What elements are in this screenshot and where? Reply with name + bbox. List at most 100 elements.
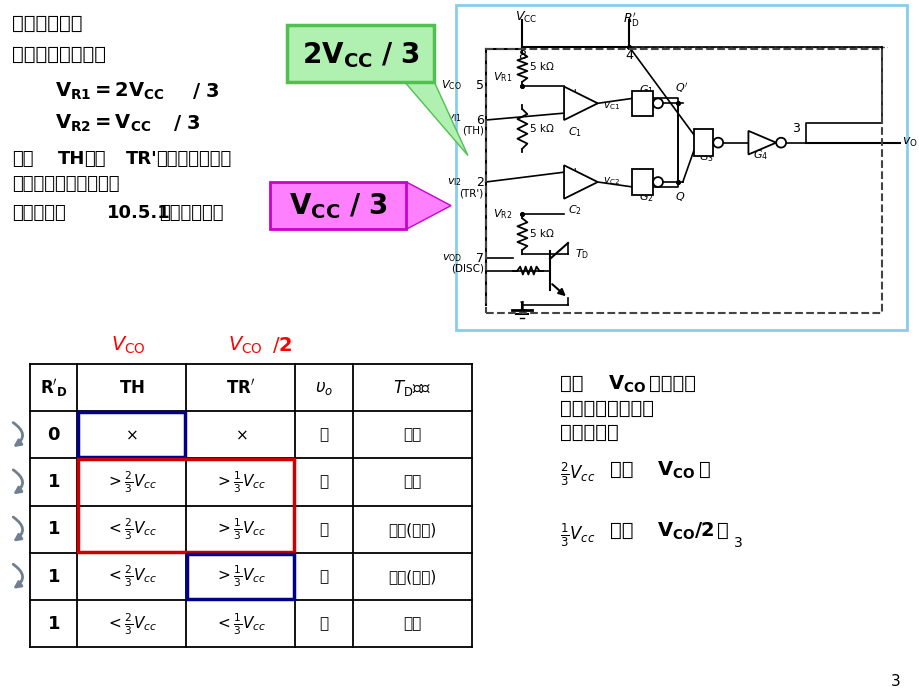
Text: 电路的功能：: 电路的功能：	[12, 14, 83, 32]
Text: 端和: 端和	[85, 150, 106, 168]
Bar	[78, 412, 185, 457]
Text: 1: 1	[518, 300, 526, 313]
Text: $V_\mathrm{CO}$: $V_\mathrm{CO}$	[441, 79, 461, 92]
Text: $\mathbf{TH}$: $\mathbf{TH}$	[119, 379, 144, 397]
Bar	[78, 460, 294, 552]
Text: 5 kΩ: 5 kΩ	[529, 62, 553, 72]
Text: $V_\mathrm{R2}$: $V_\mathrm{R2}$	[493, 208, 511, 221]
Text: 端的电压不同，: 端的电压不同，	[155, 150, 231, 168]
Text: 3: 3	[791, 122, 799, 135]
Text: $T_\mathrm{D}$: $T_\mathrm{D}$	[574, 247, 588, 261]
Text: 低: 低	[319, 522, 328, 537]
Text: $<\frac{2}{3}V_{cc}$: $<\frac{2}{3}V_{cc}$	[106, 517, 157, 542]
Text: $\mathbf{TR'}$: $\mathbf{TR'}$	[226, 378, 255, 397]
Text: $\mathbf{/\ 3}$: $\mathbf{/\ 3}$	[192, 81, 220, 101]
Text: 3: 3	[732, 536, 742, 550]
Text: $V_\mathrm{CC}$: $V_\mathrm{CC}$	[515, 10, 538, 25]
Text: $>\frac{2}{3}V_{cc}$: $>\frac{2}{3}V_{cc}$	[106, 469, 157, 495]
Text: 8: 8	[517, 49, 526, 62]
Text: $\mathbf{0}$: $\mathbf{0}$	[47, 426, 61, 444]
Text: 有两个阈值电压：: 有两个阈值电压：	[12, 46, 106, 64]
Text: $v_\mathrm{O}$: $v_\mathrm{O}$	[902, 136, 917, 149]
Text: (TR'): (TR')	[459, 189, 483, 199]
Text: 其工作状态将发生变化: 其工作状态将发生变化	[12, 175, 119, 193]
Text: 5 kΩ: 5 kΩ	[529, 229, 553, 239]
Text: $\mathbf{V_{CC}\ /\ 3}$: $\mathbf{V_{CC}\ /\ 3}$	[289, 190, 387, 221]
Text: 高: 高	[319, 616, 328, 631]
Circle shape	[712, 138, 722, 148]
Polygon shape	[563, 86, 597, 120]
Text: 注意修改表: 注意修改表	[12, 204, 65, 221]
Polygon shape	[404, 81, 468, 155]
Text: 变为: 变为	[609, 460, 632, 478]
Text: 低: 低	[319, 427, 328, 442]
Bar	[187, 554, 294, 599]
Text: $v_\mathrm{I2}$: $v_\mathrm{I2}$	[447, 176, 461, 188]
Text: $V_\mathrm{R1}$: $V_\mathrm{R1}$	[493, 70, 511, 83]
Text: 当在: 当在	[560, 374, 583, 393]
Text: $\mathbf{V_{CO}}$: $\mathbf{V_{CO}}$	[656, 460, 695, 481]
Text: TH: TH	[57, 150, 85, 168]
Text: 随着: 随着	[12, 150, 33, 168]
Text: $\mathbf{V_{CO}}$: $\mathbf{V_{CO}}$	[607, 374, 645, 395]
Text: $\mathbf{1}$: $\mathbf{1}$	[47, 615, 60, 633]
Circle shape	[652, 177, 663, 187]
Polygon shape	[563, 166, 597, 199]
Text: $\mathbf{V_{R2}=V_{CC}}$: $\mathbf{V_{R2}=V_{CC}}$	[54, 113, 151, 135]
Text: $\mathbf{2V_{CC}\ /\ 3}$: $\mathbf{2V_{CC}\ /\ 3}$	[301, 40, 419, 70]
Text: +: +	[570, 166, 580, 179]
Bar	[485, 49, 881, 313]
Bar	[631, 169, 652, 195]
Text: 7: 7	[475, 253, 483, 265]
Text: $G_2$: $G_2$	[639, 190, 653, 204]
Text: $\times$: $\times$	[125, 427, 138, 442]
Text: $>\frac{1}{3}V_{cc}$: $>\frac{1}{3}V_{cc}$	[215, 564, 267, 589]
Text: $V_\mathrm{CO}$: $V_\mathrm{CO}$	[111, 335, 146, 356]
Text: 10.5.1: 10.5.1	[107, 204, 171, 221]
Text: $\mathbf{V_{CO}/2}$: $\mathbf{V_{CO}/2}$	[656, 520, 714, 542]
Text: $\mathbf{1}$: $\mathbf{1}$	[47, 473, 60, 491]
FancyBboxPatch shape	[287, 25, 434, 81]
Text: $\mathbf{/\ 3}$: $\mathbf{/\ 3}$	[174, 113, 200, 133]
Circle shape	[652, 99, 663, 108]
Text: $G_3$: $G_3$	[698, 150, 713, 164]
Text: $\mathbf{V_{R1}=2V_{CC}}$: $\mathbf{V_{R1}=2V_{CC}}$	[54, 81, 165, 102]
Text: (DISC): (DISC)	[450, 264, 483, 274]
Text: $G_4$: $G_4$	[753, 148, 767, 162]
Text: −: −	[570, 107, 580, 119]
Bar	[631, 90, 652, 116]
Text: 截止(不变): 截止(不变)	[388, 569, 436, 584]
Text: $\mathbf{1}$: $\mathbf{1}$	[47, 520, 60, 538]
Text: $\mathbf{1}$: $\mathbf{1}$	[47, 568, 60, 586]
Text: $<\frac{2}{3}V_{cc}$: $<\frac{2}{3}V_{cc}$	[106, 611, 157, 637]
Text: $<\frac{2}{3}V_{cc}$: $<\frac{2}{3}V_{cc}$	[106, 564, 157, 589]
Text: $\frac{2}{3}V_{cc}$: $\frac{2}{3}V_{cc}$	[560, 460, 595, 488]
Text: 导通: 导通	[403, 475, 421, 490]
Text: 压将变化：: 压将变化：	[560, 423, 618, 442]
Text: $Q^{\prime}$: $Q^{\prime}$	[675, 81, 687, 95]
Text: $v_\mathrm{C1}$: $v_\mathrm{C1}$	[602, 100, 619, 112]
Text: 导通(不变): 导通(不变)	[388, 522, 436, 537]
Text: $v_\mathrm{C2}$: $v_\mathrm{C2}$	[602, 175, 619, 187]
Text: $\mathit{\upsilon}_o$: $\mathit{\upsilon}_o$	[314, 379, 333, 397]
Text: $\frac{1}{3}V_{cc}$: $\frac{1}{3}V_{cc}$	[560, 522, 595, 549]
Bar	[456, 5, 906, 330]
Text: $>\frac{1}{3}V_{cc}$: $>\frac{1}{3}V_{cc}$	[215, 469, 267, 495]
Text: 5 kΩ: 5 kΩ	[529, 124, 553, 134]
Text: 5: 5	[475, 79, 483, 92]
Text: $C_2$: $C_2$	[567, 204, 582, 217]
Bar	[693, 129, 712, 157]
Text: $C_1$: $C_1$	[567, 125, 582, 139]
Polygon shape	[406, 182, 450, 229]
Text: 制电压时，阈值电: 制电压时，阈值电	[560, 398, 653, 417]
Text: 变为: 变为	[609, 520, 632, 540]
Text: 2: 2	[475, 177, 483, 190]
Text: 高: 高	[319, 569, 328, 584]
Text: −: −	[570, 186, 580, 198]
Text: $v_\mathrm{I1}$: $v_\mathrm{I1}$	[447, 112, 461, 124]
Text: $<\frac{1}{3}V_{cc}$: $<\frac{1}{3}V_{cc}$	[215, 611, 267, 637]
Text: $Q$: $Q$	[675, 190, 685, 203]
Text: 端外接控: 端外接控	[649, 374, 696, 393]
Text: 。: 。	[716, 520, 728, 540]
Text: 截止: 截止	[403, 616, 421, 631]
